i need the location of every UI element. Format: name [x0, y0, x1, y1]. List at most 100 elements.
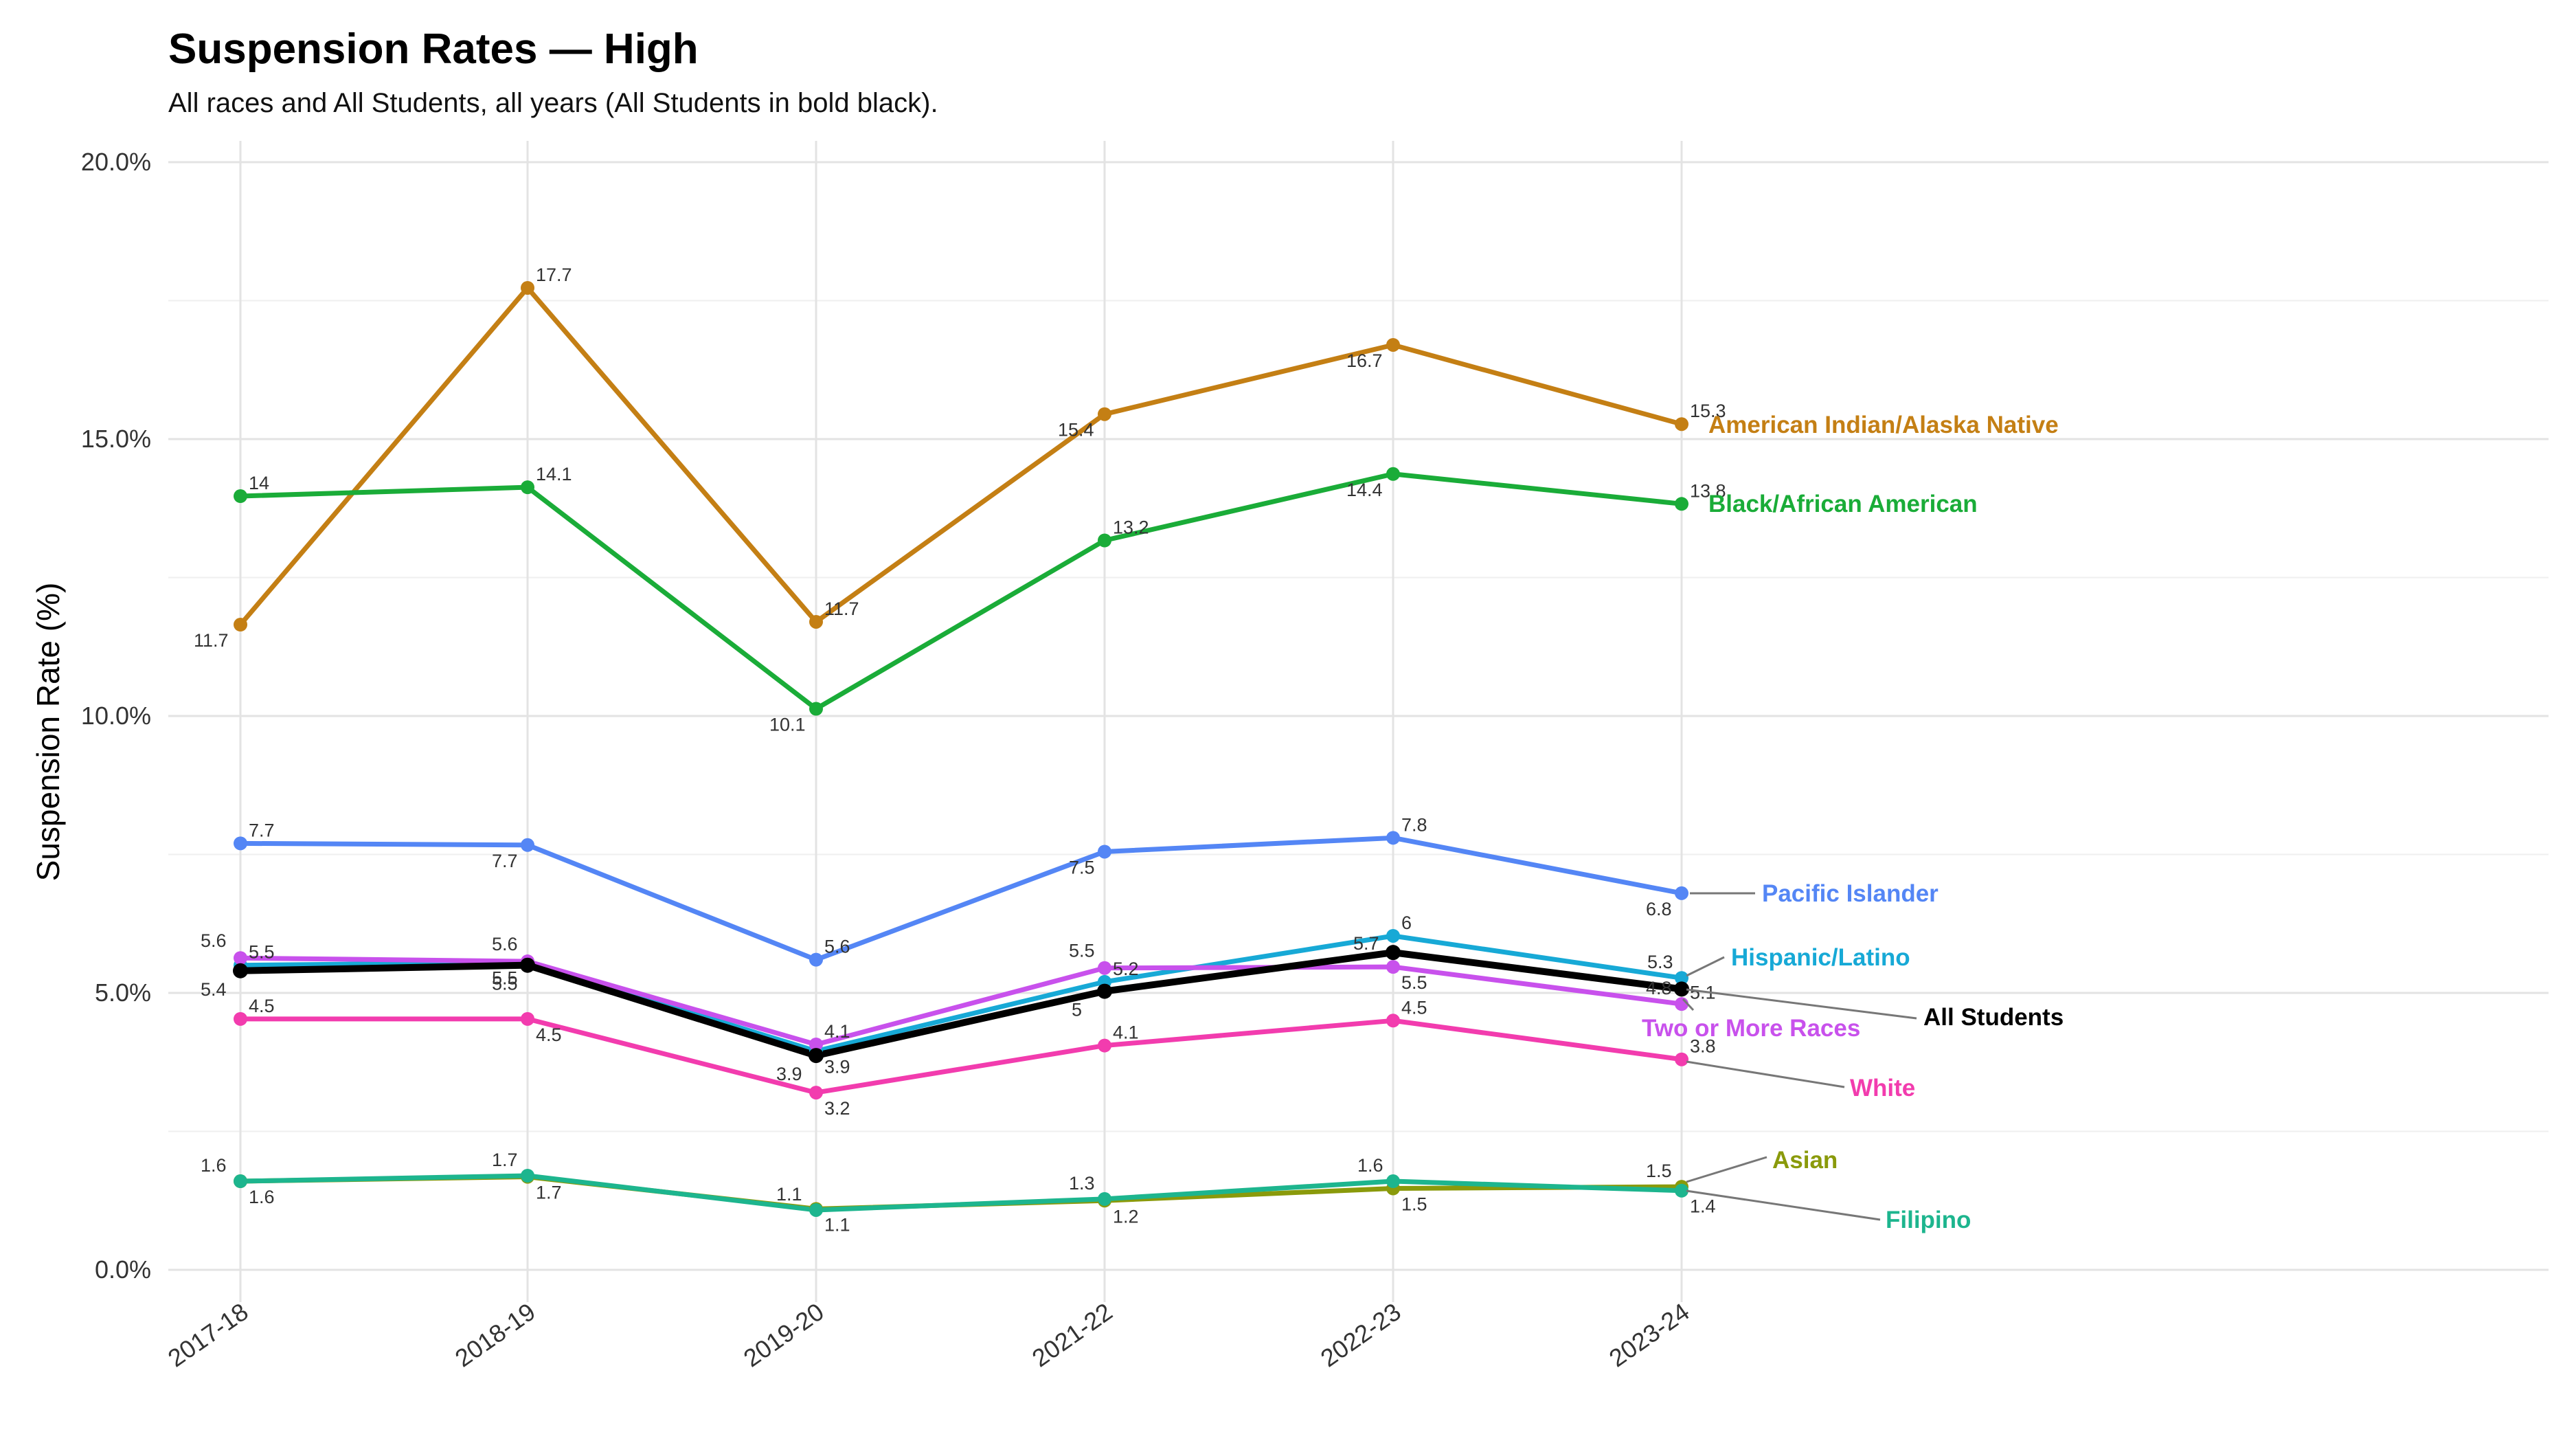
data-point-filipino: [1675, 1183, 1688, 1198]
y-tick-label: 5.0%: [95, 978, 151, 1007]
data-point-filipino: [234, 1174, 247, 1189]
data-label-all-students: 5.7: [1353, 933, 1379, 954]
series-label-two-or-more-races: Two or More Races: [1642, 1015, 1860, 1042]
data-label-black-african-american: 14: [249, 473, 269, 493]
series-label-white: White: [1850, 1075, 1915, 1101]
data-point-american-indian-alaska-native: [1098, 407, 1111, 421]
y-axis-title: Suspension Rate (%): [30, 583, 66, 882]
data-point-black-african-american: [1675, 497, 1688, 511]
data-label-all-students: 3.9: [776, 1064, 802, 1084]
data-label-hispanic-latino: 5.3: [1647, 952, 1673, 972]
data-label-american-indian-alaska-native: 11.7: [824, 599, 859, 619]
data-point-american-indian-alaska-native: [521, 280, 534, 295]
data-point-black-african-american: [234, 489, 247, 504]
data-point-all-students: [1097, 983, 1112, 999]
data-label-pacific-islander: 5.6: [824, 937, 850, 957]
data-point-american-indian-alaska-native: [1675, 417, 1688, 432]
data-label-american-indian-alaska-native: 11.7: [194, 630, 229, 651]
data-point-two-or-more-races: [234, 951, 247, 965]
data-label-asian: 1.6: [201, 1155, 227, 1176]
data-point-pacific-islander: [1386, 831, 1400, 845]
point-labels: 11.7 17.7 11.7 15.4 16.7 15.3 14 14.1 10.1 13.2 14…: [194, 265, 1726, 1235]
data-point-white: [809, 1086, 823, 1100]
data-label-white: 3.8: [1690, 1036, 1716, 1057]
series-label-all-students: All Students: [1923, 1004, 2064, 1031]
series-label-filipino: Filipino: [1886, 1207, 1971, 1233]
data-label-hispanic-latino: 5.5: [492, 968, 518, 989]
data-point-white: [1386, 1014, 1400, 1028]
data-point-filipino: [521, 1168, 534, 1183]
data-point-white: [1675, 1052, 1688, 1066]
data-label-two-or-more-races: 5.6: [492, 934, 518, 954]
data-label-filipino: 1.7: [492, 1150, 518, 1170]
series-label-hispanic-latino: Hispanic/Latino: [1731, 944, 1910, 971]
x-tick-label: 2023-24: [1604, 1297, 1695, 1372]
data-point-hispanic-latino: [1675, 971, 1688, 985]
data-label-two-or-more-races: 4.8: [1646, 978, 1672, 998]
data-label-white: 3.2: [824, 1098, 850, 1119]
data-label-white: 4.1: [1113, 1022, 1139, 1043]
data-point-black-african-american: [809, 702, 823, 716]
data-label-hispanic-latino: 3.9: [824, 1057, 850, 1077]
series-label-pacific-islander: Pacific Islander: [1762, 880, 1939, 907]
data-label-pacific-islander: 7.5: [1069, 857, 1095, 877]
data-label-filipino: 1.1: [776, 1184, 802, 1205]
data-label-asian: 1.7: [536, 1183, 562, 1203]
data-label-all-students: 5: [1072, 1000, 1082, 1020]
x-tick-label: 2018-19: [450, 1297, 541, 1372]
data-point-two-or-more-races: [1098, 961, 1111, 975]
leader-line-hispanic-latino: [1686, 956, 1725, 977]
data-label-black-african-american: 14.1: [536, 464, 572, 484]
data-label-hispanic-latino: 5.5: [249, 942, 275, 963]
data-point-two-or-more-races: [809, 1037, 823, 1051]
series-lines: [237, 285, 1685, 1213]
series-line-black-african-american: [238, 471, 1684, 712]
data-point-american-indian-alaska-native: [1386, 337, 1400, 352]
data-point-pacific-islander: [1675, 886, 1688, 900]
data-point-all-students: [520, 957, 535, 973]
data-point-american-indian-alaska-native: [809, 614, 823, 629]
y-tick-label: 0.0%: [95, 1255, 151, 1284]
data-label-filipino: 1.3: [1069, 1173, 1095, 1194]
data-label-black-african-american: 13.8: [1690, 480, 1726, 501]
data-point-white: [521, 1011, 534, 1026]
data-label-white: 4.5: [536, 1025, 562, 1045]
data-label-filipino: 1.6: [1357, 1155, 1383, 1176]
data-label-all-students: 5.4: [201, 979, 227, 1000]
leader-line-filipino: [1686, 1189, 1881, 1221]
chart-subtitle: All races and All Students, all years (A…: [168, 88, 938, 118]
data-point-all-students: [809, 1048, 824, 1064]
data-label-white: 4.5: [249, 996, 275, 1016]
series-line-all-students: [237, 949, 1685, 1060]
data-point-pacific-islander: [1098, 844, 1111, 859]
data-label-american-indian-alaska-native: 15.4: [1058, 420, 1094, 440]
data-label-black-african-american: 14.4: [1346, 480, 1383, 500]
x-tick-label: 2019-20: [738, 1297, 829, 1372]
chart-title: Suspension Rates — High: [168, 25, 699, 73]
data-label-hispanic-latino: 5.2: [1113, 959, 1139, 979]
x-tick-label: 2017-18: [163, 1297, 253, 1372]
data-point-all-students: [1386, 945, 1401, 961]
data-label-two-or-more-races: 5.5: [1069, 941, 1095, 961]
data-point-hispanic-latino: [1386, 928, 1400, 943]
data-point-black-african-american: [1098, 533, 1111, 548]
x-tick-label: 2021-22: [1027, 1297, 1118, 1372]
data-point-pacific-islander: [234, 836, 247, 851]
series-line-two-or-more-races: [238, 955, 1684, 1047]
y-tick-label: 10.0%: [81, 702, 151, 730]
grid: [168, 141, 2549, 1302]
data-label-pacific-islander: 7.8: [1401, 814, 1427, 835]
data-point-pacific-islander: [809, 952, 823, 967]
series-label-asian: Asian: [1772, 1147, 1838, 1174]
data-point-black-african-american: [521, 480, 534, 495]
data-point-all-students: [1674, 981, 1689, 997]
leader-line-asian: [1686, 1156, 1767, 1183]
data-label-black-african-american: 13.2: [1113, 517, 1149, 537]
series-labels: American Indian/Alaska Native Black/Afric…: [1642, 412, 2064, 1233]
data-label-asian: 1.2: [1113, 1206, 1139, 1227]
data-point-black-african-american: [1386, 467, 1400, 481]
series-label-american-indian-alaska-native: American Indian/Alaska Native: [1708, 412, 2059, 438]
data-point-white: [1098, 1038, 1111, 1053]
data-label-american-indian-alaska-native: 17.7: [536, 265, 572, 285]
